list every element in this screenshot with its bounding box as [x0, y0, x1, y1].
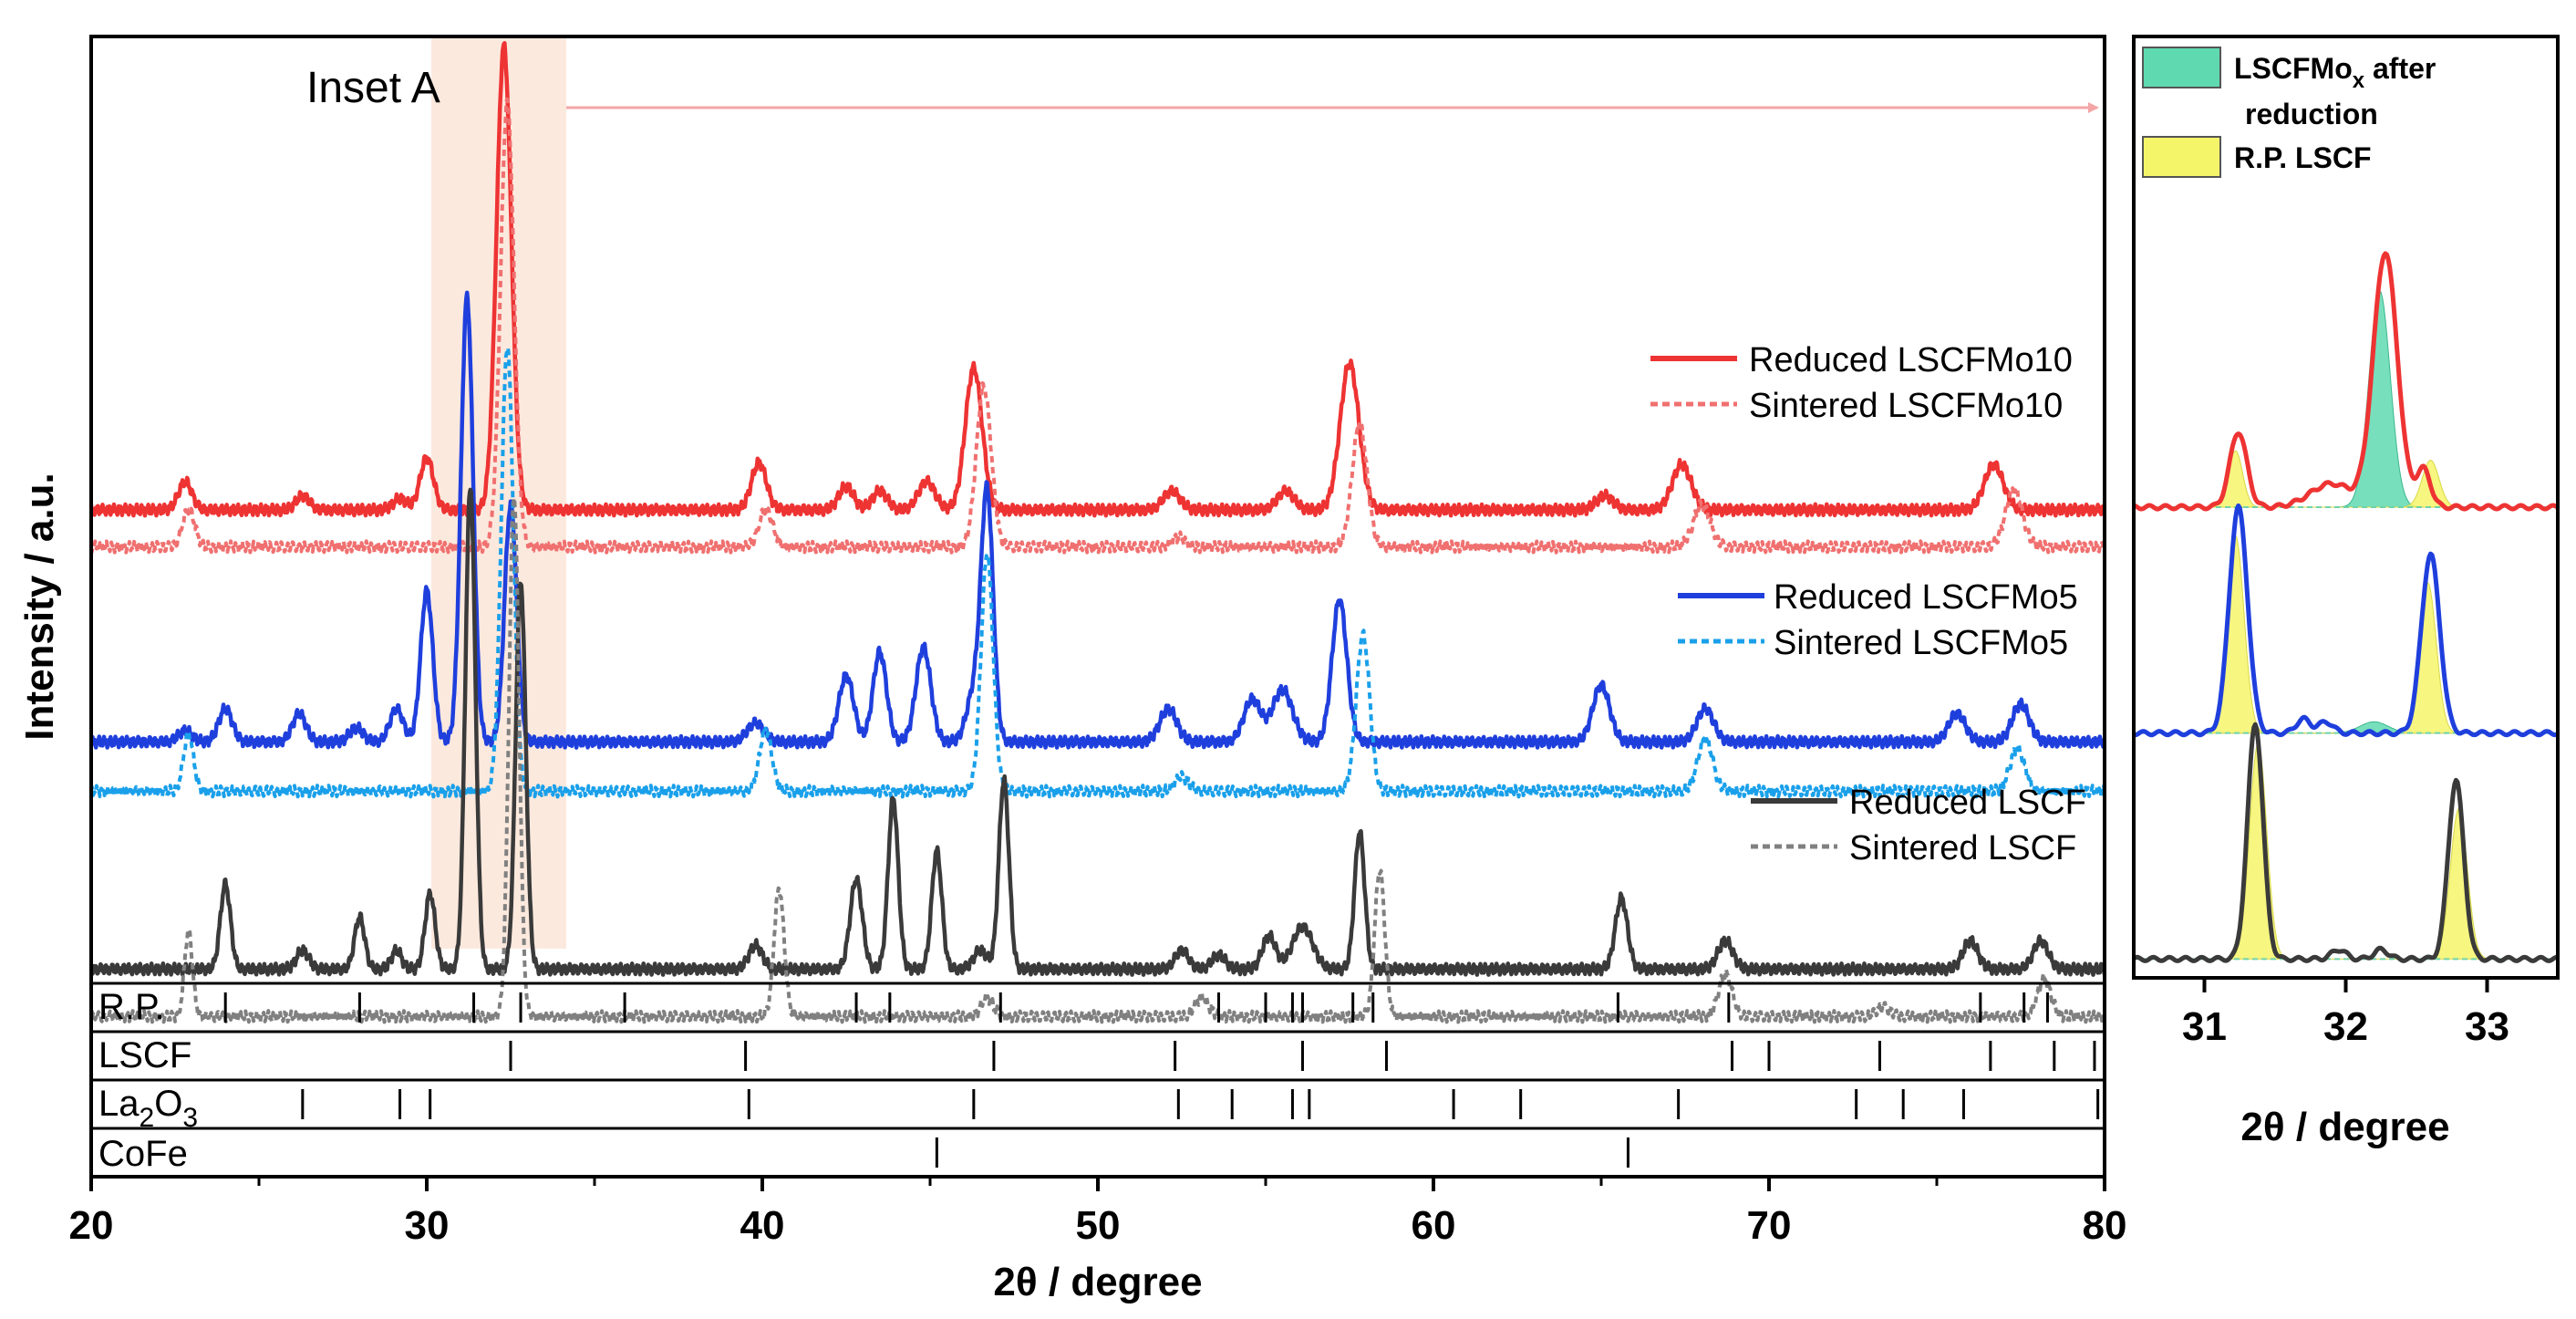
legend-label-sintered-lscf: Sintered LSCF — [1849, 829, 2076, 867]
inset-legend-label-rp: R.P. LSCF — [2234, 141, 2372, 174]
main-x-ticks: 20 30 40 50 60 70 80 — [69, 1177, 2127, 1248]
inset-x-tick-label: 31 — [2182, 1004, 2227, 1049]
series-line-reduced-lscfmo10 — [88, 41, 2107, 518]
legend-label-reduced-lscfmo5: Reduced LSCFMo5 — [1774, 578, 2078, 617]
inset-plot-frame — [2132, 35, 2560, 980]
ref-label-lscf: LSCF — [98, 1035, 191, 1075]
inset-x-tick-label: 33 — [2465, 1004, 2509, 1049]
ref-label-rp: R.P. — [98, 987, 165, 1027]
main-series-group — [88, 41, 2107, 1024]
inset-fit-area-rp-lscfmo5 — [2134, 534, 2558, 734]
inset-legend: LSCFMox after reduction R.P. LSCF — [2142, 47, 2436, 178]
inset-fit-area-rp-lscf — [2134, 741, 2558, 960]
main-chart: Inset A 20 30 40 50 60 70 80 Reduced LSCFMo10 … — [17, 35, 2127, 1304]
main-x-axis-title: 2θ / degree — [993, 1260, 1202, 1304]
ref-label-cofe: CoFe — [98, 1134, 188, 1174]
inset-x-tick-label: 32 — [2323, 1004, 2368, 1049]
x-tick-label: 60 — [1412, 1203, 1456, 1248]
series-line-reduced-lscf — [89, 487, 2107, 977]
series-line-sintered-lscf — [89, 495, 2106, 1024]
inset-x-axis-title: 2θ / degree — [2240, 1105, 2449, 1149]
legend-label-sintered-lscfmo10: Sintered LSCFMo10 — [1749, 387, 2063, 425]
x-tick-label: 70 — [1747, 1203, 1792, 1248]
inset-series-line-lscf — [2132, 722, 2559, 963]
series-line-sintered-lscfmo10 — [89, 97, 2106, 555]
inset-legend-swatch-mo — [2142, 47, 2221, 88]
reference-patterns-group — [91, 981, 2105, 1168]
x-tick-label: 20 — [69, 1203, 114, 1248]
x-tick-label: 80 — [2083, 1203, 2127, 1248]
inset-fit-area-mo-lscfmo10 — [2134, 289, 2558, 508]
inset-chart: 31 32 33 LSCFMox after reduction R.P. LSCF… — [2132, 35, 2560, 1149]
legend-label-reduced-lscfmo10: Reduced LSCFMo10 — [1749, 341, 2073, 379]
inset-fit-area-rp-lscfmo10 — [2134, 450, 2558, 508]
series-line-reduced-lscfmo5 — [88, 290, 2107, 750]
x-tick-label: 40 — [740, 1203, 785, 1248]
inset-series-group — [2132, 251, 2560, 963]
y-axis-title: Intensity / a.u. — [17, 473, 62, 740]
inset-legend-swatch-rp — [2142, 136, 2221, 178]
main-legend: Reduced LSCFMo10 Sintered LSCFMo10 Reduc… — [1650, 341, 2086, 867]
inset-series-line-lscfmo5 — [2133, 503, 2560, 738]
inset-a-label: Inset A — [306, 64, 440, 112]
legend-label-reduced-lscf: Reduced LSCF — [1849, 784, 2086, 822]
series-line-sintered-lscfmo5 — [89, 346, 2106, 799]
x-tick-label: 50 — [1076, 1203, 1121, 1248]
ref-label-la2o3: La2O3 — [98, 1084, 198, 1133]
inset-legend-label-mo-line2: reduction — [2245, 98, 2378, 130]
x-tick-label: 30 — [405, 1203, 450, 1248]
inset-legend-label-mo: LSCFMox after — [2234, 52, 2436, 93]
main-plot-frame — [89, 35, 2106, 1179]
inset-series-line-lscfmo10 — [2133, 251, 2560, 512]
inset-x-ticks: 31 32 33 — [2182, 978, 2509, 1049]
legend-label-sintered-lscfmo5: Sintered LSCFMo5 — [1774, 624, 2068, 662]
